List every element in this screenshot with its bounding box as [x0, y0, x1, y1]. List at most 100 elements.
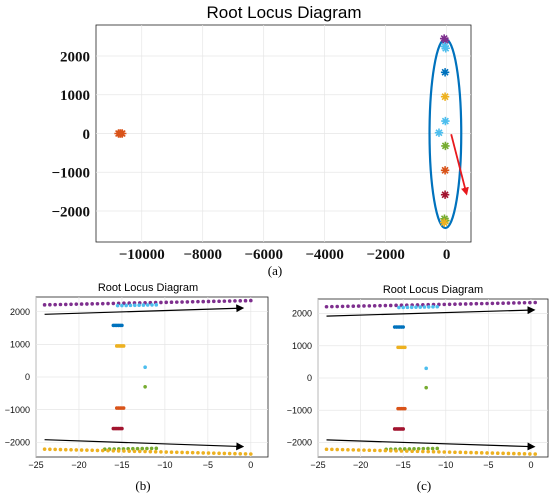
- root-marker: [442, 450, 447, 454]
- y-tick-label: 1000: [60, 88, 90, 104]
- root-marker: [190, 299, 195, 304]
- root-marker: [383, 448, 388, 453]
- root-marker: [463, 450, 468, 455]
- root-marker: [135, 446, 140, 451]
- root-marker: [196, 299, 200, 304]
- root-marker: [421, 446, 426, 451]
- root-marker: [506, 451, 511, 456]
- y-tick-label: 0: [25, 372, 30, 382]
- x-tick-label: −5: [483, 460, 493, 470]
- root-marker: [227, 299, 232, 303]
- root-marker: [90, 302, 94, 306]
- root-marker: [79, 448, 84, 452]
- root-marker: [122, 449, 126, 453]
- x-tick-label: −2000: [366, 247, 405, 263]
- root-marker: [335, 304, 340, 309]
- root-marker: [122, 301, 126, 306]
- x-tick-label: −10: [157, 460, 172, 470]
- figure-label-b: (b): [135, 478, 150, 493]
- x-tick-label: −10: [438, 460, 453, 470]
- root-marker: [399, 449, 404, 453]
- root-marker: [95, 448, 100, 453]
- root-marker: [196, 451, 200, 455]
- root-marker: [463, 302, 468, 306]
- root-marker: [180, 300, 184, 304]
- root-marker: [474, 301, 479, 306]
- root-marker: [120, 323, 124, 328]
- root-marker: [201, 299, 206, 304]
- root-marker: [414, 305, 418, 309]
- x-tick-label: −10000: [119, 247, 165, 263]
- root-marker: [517, 451, 521, 456]
- root-marker: [397, 305, 401, 310]
- root-marker: [441, 36, 450, 45]
- panel-a: Root Locus Diagram −10000 −8000 −6000 −4000…: [51, 3, 472, 278]
- root-marker: [233, 451, 237, 456]
- panel-a-ticks: −10000 −8000 −6000 −4000 −2000 0−2000−1000010…: [51, 49, 450, 263]
- root-marker: [388, 303, 393, 308]
- trend-arrow: [326, 439, 536, 451]
- root-marker: [340, 304, 345, 309]
- panel-c-ticks: −25 −20 −15 −10 −5 0 −2000 −1000 0 1000 2000: [287, 309, 534, 470]
- root-marker: [116, 449, 121, 453]
- panel-b-ticks: −25 −20 −15 −10 −5 0 −2000 −1000 0 1000 2000: [5, 307, 254, 470]
- root-marker: [403, 406, 407, 411]
- root-marker: [79, 302, 84, 306]
- root-marker: [431, 305, 435, 309]
- y-tick-label: −2000: [51, 204, 90, 220]
- root-marker: [137, 449, 142, 454]
- root-marker: [121, 344, 126, 348]
- root-marker: [115, 303, 120, 308]
- x-tick-label: −25: [28, 460, 43, 470]
- trend-arrow: [450, 134, 469, 196]
- root-marker: [169, 300, 174, 305]
- panel-a-marks: [114, 34, 450, 227]
- root-marker: [120, 426, 124, 431]
- root-marker: [164, 450, 169, 454]
- root-marker: [42, 447, 47, 451]
- root-marker: [111, 301, 116, 306]
- root-marker: [106, 448, 110, 453]
- root-marker: [367, 304, 372, 308]
- root-marker: [95, 301, 100, 306]
- root-marker: [378, 448, 382, 453]
- root-marker: [422, 305, 427, 309]
- root-marker: [53, 302, 57, 307]
- root-marker: [383, 303, 388, 308]
- root-marker: [143, 365, 147, 370]
- root-marker: [63, 302, 68, 307]
- root-marker: [424, 366, 428, 371]
- root-marker: [243, 452, 248, 456]
- root-marker: [356, 448, 361, 452]
- root-marker: [90, 448, 94, 453]
- root-marker: [346, 304, 350, 309]
- root-marker: [458, 450, 463, 455]
- root-marker: [111, 448, 116, 453]
- root-marker: [141, 303, 146, 307]
- root-marker: [440, 166, 450, 175]
- root-marker: [212, 299, 216, 304]
- root-marker: [48, 447, 52, 452]
- panel-b-grid: [35, 297, 268, 457]
- y-tick-label: 0: [307, 373, 312, 383]
- root-marker: [412, 447, 416, 451]
- root-marker: [154, 303, 159, 307]
- root-marker: [437, 450, 441, 454]
- root-marker: [324, 304, 329, 309]
- root-marker: [243, 298, 248, 303]
- root-marker: [410, 449, 414, 454]
- root-marker: [227, 451, 232, 456]
- panel-c-grid: [317, 299, 548, 457]
- x-tick-label: −15: [396, 460, 411, 470]
- root-marker: [131, 446, 135, 451]
- root-marker: [143, 384, 147, 389]
- root-marker: [495, 301, 500, 306]
- panel-c-annotations: [326, 306, 536, 451]
- root-marker: [426, 446, 430, 451]
- root-marker: [447, 302, 452, 307]
- root-marker: [164, 300, 169, 305]
- trend-arrow: [44, 439, 245, 451]
- root-marker: [330, 447, 334, 452]
- panel-c-marks: [324, 300, 538, 456]
- y-tick-label: −2000: [5, 437, 30, 447]
